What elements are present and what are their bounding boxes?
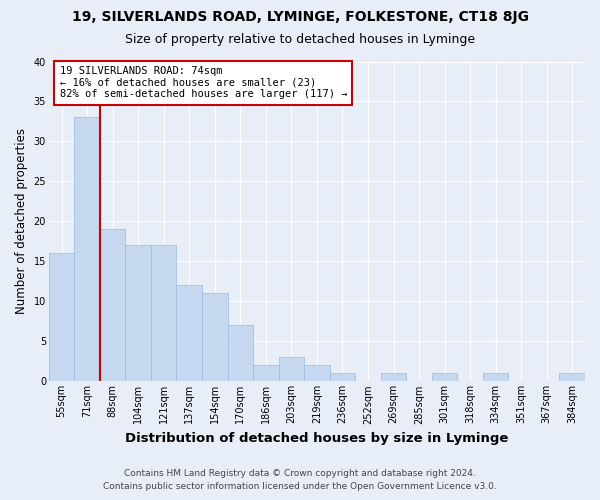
Text: Contains public sector information licensed under the Open Government Licence v3: Contains public sector information licen… — [103, 482, 497, 491]
Bar — [202, 294, 227, 382]
Bar — [176, 286, 202, 382]
Bar — [125, 246, 151, 382]
Text: Size of property relative to detached houses in Lyminge: Size of property relative to detached ho… — [125, 32, 475, 46]
Bar — [253, 366, 278, 382]
Bar — [381, 374, 406, 382]
Bar — [151, 246, 176, 382]
X-axis label: Distribution of detached houses by size in Lyminge: Distribution of detached houses by size … — [125, 432, 509, 445]
Text: 19 SILVERLANDS ROAD: 74sqm
← 16% of detached houses are smaller (23)
82% of semi: 19 SILVERLANDS ROAD: 74sqm ← 16% of deta… — [59, 66, 347, 100]
Bar — [329, 374, 355, 382]
Bar — [483, 374, 508, 382]
Bar — [432, 374, 457, 382]
Text: Contains HM Land Registry data © Crown copyright and database right 2024.: Contains HM Land Registry data © Crown c… — [124, 468, 476, 477]
Text: 19, SILVERLANDS ROAD, LYMINGE, FOLKESTONE, CT18 8JG: 19, SILVERLANDS ROAD, LYMINGE, FOLKESTON… — [71, 10, 529, 24]
Bar — [278, 358, 304, 382]
Bar — [74, 118, 100, 382]
Bar — [49, 254, 74, 382]
Bar — [100, 230, 125, 382]
Bar — [304, 366, 329, 382]
Bar — [559, 374, 585, 382]
Bar — [227, 326, 253, 382]
Y-axis label: Number of detached properties: Number of detached properties — [15, 128, 28, 314]
